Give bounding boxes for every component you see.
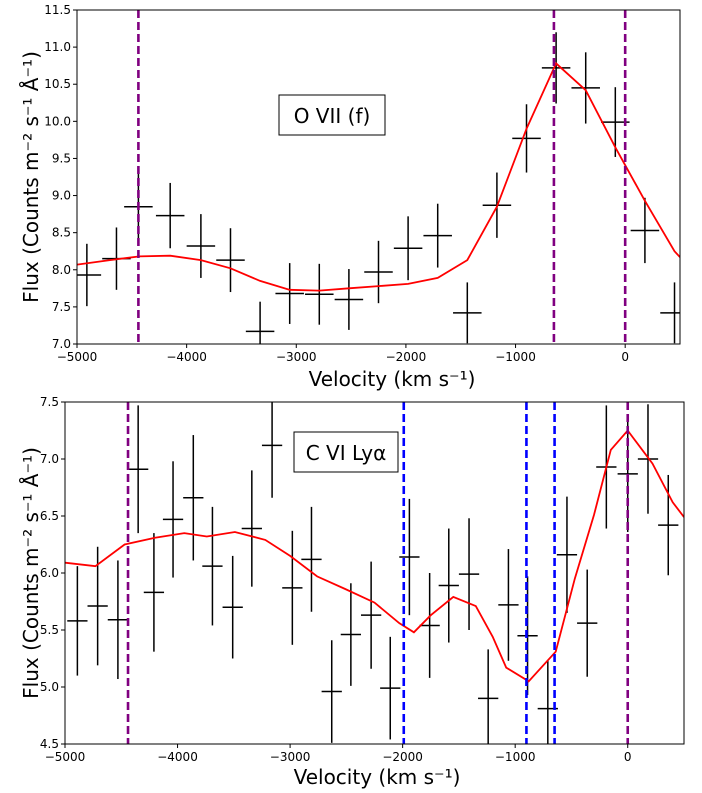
bottom-xtick-label-3: −2000 <box>382 750 423 764</box>
bottom-data-point-11 <box>282 530 303 645</box>
top-data-point-11 <box>393 216 423 281</box>
top-annotation: O VII (f) <box>294 104 371 128</box>
top-data-point-20 <box>660 282 680 344</box>
bottom-ytick-label-4: 6.5 <box>40 509 59 523</box>
bottom-xtick-label-2: −3000 <box>270 750 311 764</box>
bottom-data-point-2 <box>107 560 129 680</box>
bottom-ytick-label-2: 5.5 <box>40 623 59 637</box>
bottom-data-point-5 <box>162 461 184 578</box>
bottom-data-point-25 <box>556 496 578 613</box>
bottom-ticks: −5000 −4000 −3000 −2000 −1000 0 4.5 5.0 5.5 6.0 6.… <box>40 395 632 764</box>
bottom-data-point-9 <box>241 470 262 587</box>
bottom-data-point-15 <box>360 561 382 669</box>
top-xtick-label-5: 0 <box>621 350 629 364</box>
bottom-ytick-label-0: 4.5 <box>40 737 59 751</box>
bottom-data-point-13 <box>321 640 342 743</box>
top-plot-area <box>77 10 680 344</box>
bottom-data-point-26 <box>577 569 598 677</box>
panel-o-vii: −5000 −4000 −3000 −2000 −1000 0 7.0 7.5 8.0 8.5 9.… <box>19 3 681 391</box>
bottom-data-point-4 <box>143 533 165 652</box>
bottom-data-point-10 <box>261 402 283 498</box>
bottom-xtick-label-0: −5000 <box>45 750 86 764</box>
bottom-xtick-label-4: −1000 <box>495 750 536 764</box>
bottom-data-point-14 <box>340 583 361 686</box>
bottom-data-point-8 <box>222 555 243 659</box>
top-ytick-label-8: 11.0 <box>44 40 71 54</box>
bottom-data-point-0 <box>67 566 88 676</box>
top-y-axis-label: Flux (Counts m⁻² s⁻¹ Å⁻¹) <box>19 51 43 303</box>
bottom-ytick-label-3: 6.0 <box>40 566 59 580</box>
bottom-data-point-7 <box>202 506 223 626</box>
top-ytick-label-5: 9.5 <box>52 151 71 165</box>
top-data-point-13 <box>453 282 482 344</box>
bottom-ytick-label-6: 7.5 <box>40 395 59 409</box>
bottom-data-point-3 <box>128 405 149 534</box>
top-data-point-17 <box>571 52 600 124</box>
bottom-model-line <box>65 429 684 683</box>
top-data-point-6 <box>245 301 275 344</box>
panel-c-vi: −5000 −4000 −3000 −2000 −1000 0 4.5 5.0 5.5 6.0 6.… <box>19 395 685 789</box>
top-ticks: −5000 −4000 −3000 −2000 −1000 0 7.0 7.5 8.0 8.5 9.… <box>44 3 629 364</box>
top-ytick-label-3: 8.5 <box>52 226 71 240</box>
bottom-data-point-12 <box>301 506 322 612</box>
top-ytick-label-4: 9.0 <box>52 189 71 203</box>
top-data-point-7 <box>275 263 304 324</box>
bottom-annotation: C VI Lyα <box>306 441 387 465</box>
top-ytick-label-9: 11.5 <box>44 3 71 17</box>
top-data-point-16 <box>541 32 571 104</box>
top-x-axis-label: Velocity (km s⁻¹) <box>309 367 476 391</box>
top-xtick-label-1: −4000 <box>166 350 207 364</box>
bottom-y-axis-label: Flux (Counts m⁻² s⁻¹ Å⁻¹) <box>19 447 43 699</box>
top-annotation-box <box>278 94 386 136</box>
top-data-point-4 <box>186 214 216 278</box>
bottom-data-point-18 <box>419 573 440 678</box>
bottom-xtick-label-5: 0 <box>624 750 632 764</box>
top-data-point-8 <box>305 263 334 325</box>
top-data-point-9 <box>334 269 364 330</box>
top-ytick-label-6: 10.0 <box>44 114 71 128</box>
bottom-ytick-label-5: 7.0 <box>40 452 59 466</box>
bottom-data-point-19 <box>438 528 459 643</box>
top-data-point-12 <box>423 203 452 268</box>
bottom-x-axis-label: Velocity (km s⁻¹) <box>294 765 461 789</box>
bottom-plot-area <box>65 402 684 744</box>
bottom-annotation-box <box>293 431 399 473</box>
bottom-data-point-1 <box>87 546 108 666</box>
bottom-data-point-30 <box>658 474 679 576</box>
bottom-data-point-16 <box>380 636 401 740</box>
top-xtick-label-0: −5000 <box>57 350 98 364</box>
bottom-data-point-20 <box>458 518 480 630</box>
top-data-point-15 <box>512 104 541 173</box>
bottom-data-point-22 <box>498 549 519 661</box>
bottom-data-point-21 <box>478 649 499 744</box>
bottom-data-point-17 <box>399 498 420 616</box>
top-ytick-label-0: 7.0 <box>52 337 71 351</box>
bottom-xtick-label-1: −4000 <box>157 750 198 764</box>
top-data-point-19 <box>630 197 660 264</box>
bottom-data-point-6 <box>183 435 204 561</box>
top-xtick-label-3: −2000 <box>386 350 427 364</box>
top-ytick-label-1: 7.5 <box>52 300 71 314</box>
top-data-point-5 <box>216 228 245 293</box>
top-model-line <box>77 61 680 292</box>
top-xtick-label-2: −3000 <box>276 350 317 364</box>
top-data-point-3 <box>155 182 185 249</box>
bottom-ytick-label-1: 5.0 <box>40 680 59 694</box>
top-ytick-label-7: 10.5 <box>44 77 71 91</box>
top-xtick-label-4: −1000 <box>495 350 536 364</box>
top-data-point-10 <box>364 240 393 304</box>
top-ytick-label-2: 8.0 <box>52 263 71 277</box>
top-axes-frame <box>76 9 681 345</box>
